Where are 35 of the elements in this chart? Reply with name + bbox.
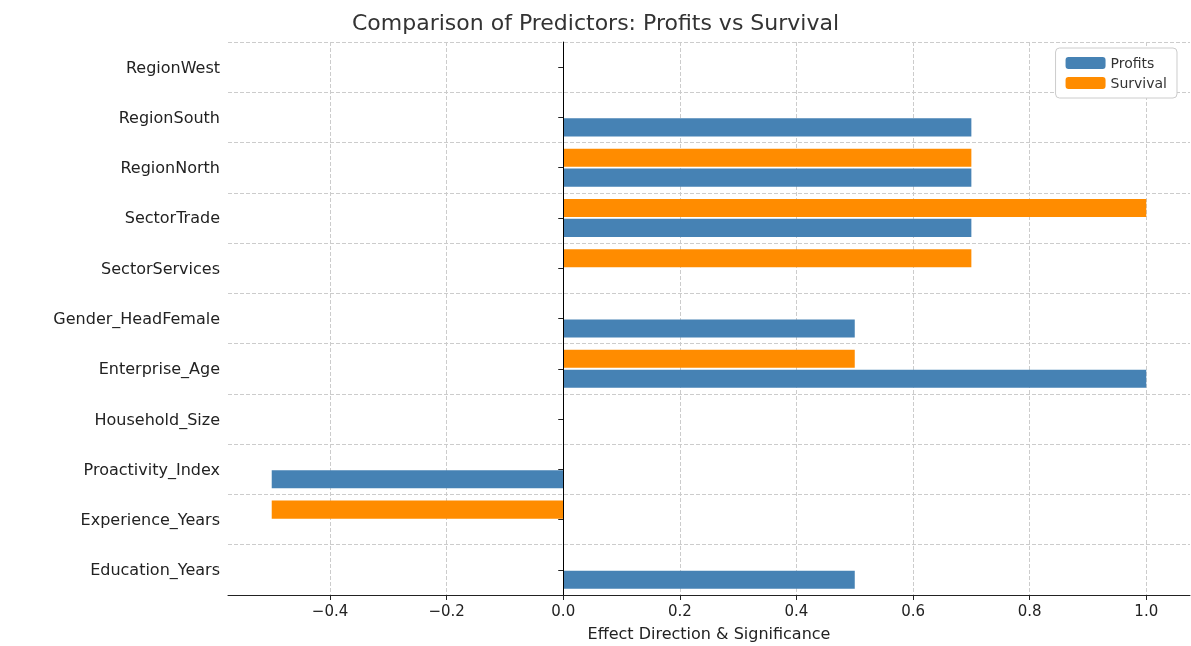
bar — [563, 168, 972, 187]
x-tick-label: 0.2 — [667, 601, 692, 620]
bar — [271, 500, 564, 519]
bar — [563, 148, 972, 167]
y-tick-label: Household_Size — [94, 409, 220, 430]
y-tick-label: Gender_HeadFemale — [53, 309, 220, 329]
x-tick-label: 0.4 — [784, 601, 809, 620]
bar — [563, 198, 1147, 218]
bar — [563, 218, 972, 237]
bar — [563, 369, 1147, 388]
y-tick-label: RegionNorth — [120, 158, 220, 178]
x-tick-label: −0.4 — [311, 601, 349, 620]
legend-label: Survival — [1110, 75, 1168, 91]
x-tick-label: −0.2 — [428, 601, 465, 620]
y-tick-label: Education_Years — [90, 560, 220, 581]
bar — [271, 470, 564, 489]
chart-title: Comparison of Predictors: Profits vs Survival — [351, 9, 840, 35]
y-tick-label: SectorServices — [101, 258, 220, 278]
x-tick-label: 1.0 — [1134, 601, 1159, 620]
y-tick-label: RegionSouth — [118, 107, 220, 127]
x-tick-label: 0.6 — [901, 601, 925, 620]
x-axis-title: Effect Direction & Significance — [587, 623, 831, 643]
x-tick-label: 0.0 — [551, 601, 576, 620]
x-tick-label: 0.8 — [1017, 601, 1042, 620]
bar — [563, 349, 855, 368]
y-tick-label: RegionWest — [125, 57, 220, 77]
bar — [563, 570, 855, 589]
y-tick-label: Enterprise_Age — [98, 359, 220, 380]
bar — [563, 118, 972, 137]
y-tick-label: SectorTrade — [124, 208, 220, 228]
y-tick-label: Proactivity_Index — [83, 459, 220, 480]
legend-label: Profits — [1110, 55, 1155, 71]
bar — [563, 249, 972, 268]
bar — [563, 319, 855, 338]
y-tick-label: Experience_Years — [80, 510, 220, 531]
